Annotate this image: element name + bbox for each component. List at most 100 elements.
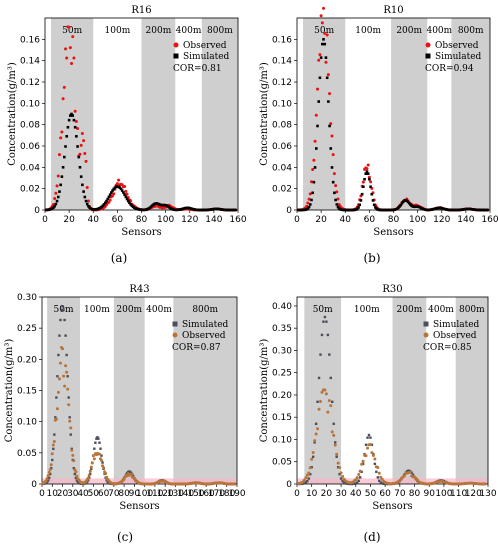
data-point-simulated: [372, 203, 376, 207]
data-point-observed: [308, 466, 312, 470]
x-tick-label: 180: [218, 489, 235, 499]
data-point-simulated: [119, 187, 123, 191]
y-axis-label: Concentration(g/m³): [259, 62, 270, 166]
x-tick-label: 10: [306, 489, 318, 499]
legend-label: Simulated: [435, 52, 482, 62]
legend-label: Observed: [435, 41, 479, 51]
data-point-observed: [360, 462, 364, 466]
correlation-annotation: COR=0.85: [423, 343, 472, 353]
correlation-annotation: COR=0.87: [172, 343, 221, 353]
data-point-observed: [327, 399, 331, 403]
x-tick-label: 100: [157, 215, 174, 225]
legend-label: Observed: [182, 331, 226, 341]
x-tick-label: 0: [42, 215, 48, 225]
data-point-observed: [330, 430, 334, 434]
data-point-observed: [108, 198, 112, 202]
data-point-simulated: [411, 473, 415, 476]
data-point-observed: [355, 476, 359, 480]
distance-band-label: 400m: [176, 26, 202, 36]
data-point-observed: [361, 180, 365, 184]
y-tick-label: 0.40: [272, 302, 292, 312]
data-point-observed: [84, 159, 88, 163]
data-point-simulated: [378, 479, 381, 482]
data-point-simulated: [365, 170, 369, 173]
data-point-simulated: [67, 396, 70, 399]
x-tick-label: 0: [39, 489, 45, 499]
data-point-simulated: [324, 56, 328, 59]
data-point-observed: [325, 33, 329, 37]
x-tick-label: 30: [335, 489, 347, 499]
data-point-observed: [320, 390, 324, 394]
data-point-observed: [334, 184, 338, 188]
data-point-simulated: [111, 189, 114, 192]
y-tick-label: 0.08: [272, 121, 292, 131]
data-point-observed: [59, 136, 63, 140]
x-tick-label: 160: [481, 215, 498, 225]
legend-marker: [423, 332, 429, 338]
distance-band-label: 100m: [84, 305, 110, 315]
x-tick-label: 60: [379, 489, 391, 499]
data-point-observed: [129, 472, 133, 476]
data-point-observed: [68, 419, 72, 423]
data-point-observed: [329, 122, 333, 126]
data-point-simulated: [334, 198, 337, 202]
x-tick-label: 0: [294, 215, 300, 225]
distance-band-shade: [141, 18, 176, 210]
data-point-simulated: [82, 190, 85, 193]
data-point-observed: [48, 468, 52, 472]
data-point-simulated: [61, 165, 65, 169]
data-point-simulated: [330, 166, 334, 169]
data-point-observed: [57, 153, 61, 157]
data-point-simulated: [107, 195, 111, 199]
data-point-simulated: [51, 458, 54, 462]
data-point-observed: [63, 384, 67, 388]
data-point-simulated: [99, 447, 102, 450]
data-point-simulated: [66, 125, 70, 129]
data-point-observed: [80, 131, 84, 135]
data-point-simulated: [407, 469, 410, 472]
data-point-simulated: [317, 376, 321, 380]
data-point-simulated: [410, 471, 413, 474]
data-point-simulated: [83, 195, 87, 199]
data-point-simulated: [59, 318, 62, 322]
data-point-simulated: [90, 467, 93, 471]
data-point-observed: [62, 85, 66, 89]
data-point-observed: [72, 459, 76, 463]
data-point-simulated: [56, 375, 59, 378]
y-axis-label: Concentration(g/m³): [4, 339, 15, 443]
data-point-observed: [361, 459, 365, 463]
data-point-observed: [364, 454, 368, 458]
data-point-simulated: [54, 202, 58, 206]
data-point-simulated: [317, 100, 321, 103]
data-point-simulated: [78, 165, 82, 169]
data-point-observed: [233, 482, 237, 486]
y-tick-label: 0.05: [272, 458, 292, 468]
data-point-observed: [365, 167, 369, 171]
data-point-simulated: [71, 114, 75, 117]
y-tick-label: 0.05: [17, 449, 37, 459]
data-point-simulated: [303, 482, 306, 485]
distance-band-label: 100m: [105, 26, 131, 36]
data-point-simulated: [341, 479, 344, 483]
data-point-simulated: [331, 180, 335, 184]
data-point-simulated: [356, 481, 359, 484]
data-point-observed: [369, 180, 373, 184]
y-tick-label: 0.10: [272, 435, 292, 445]
data-point-observed: [66, 387, 70, 391]
y-tick-label: 0.16: [20, 35, 40, 45]
data-point-observed: [311, 451, 315, 455]
x-tick-label: 70: [394, 489, 406, 499]
data-point-simulated: [314, 422, 318, 426]
x-tick-label: 50: [88, 489, 100, 499]
data-point-observed: [56, 390, 60, 394]
x-tick-label: 80: [118, 489, 130, 499]
data-point-observed: [68, 46, 72, 50]
data-point-observed: [67, 25, 71, 29]
data-point-observed: [326, 410, 330, 414]
data-point-simulated: [382, 482, 385, 486]
data-point-simulated: [400, 202, 404, 205]
data-point-simulated: [318, 76, 322, 80]
data-point-observed: [75, 474, 79, 478]
